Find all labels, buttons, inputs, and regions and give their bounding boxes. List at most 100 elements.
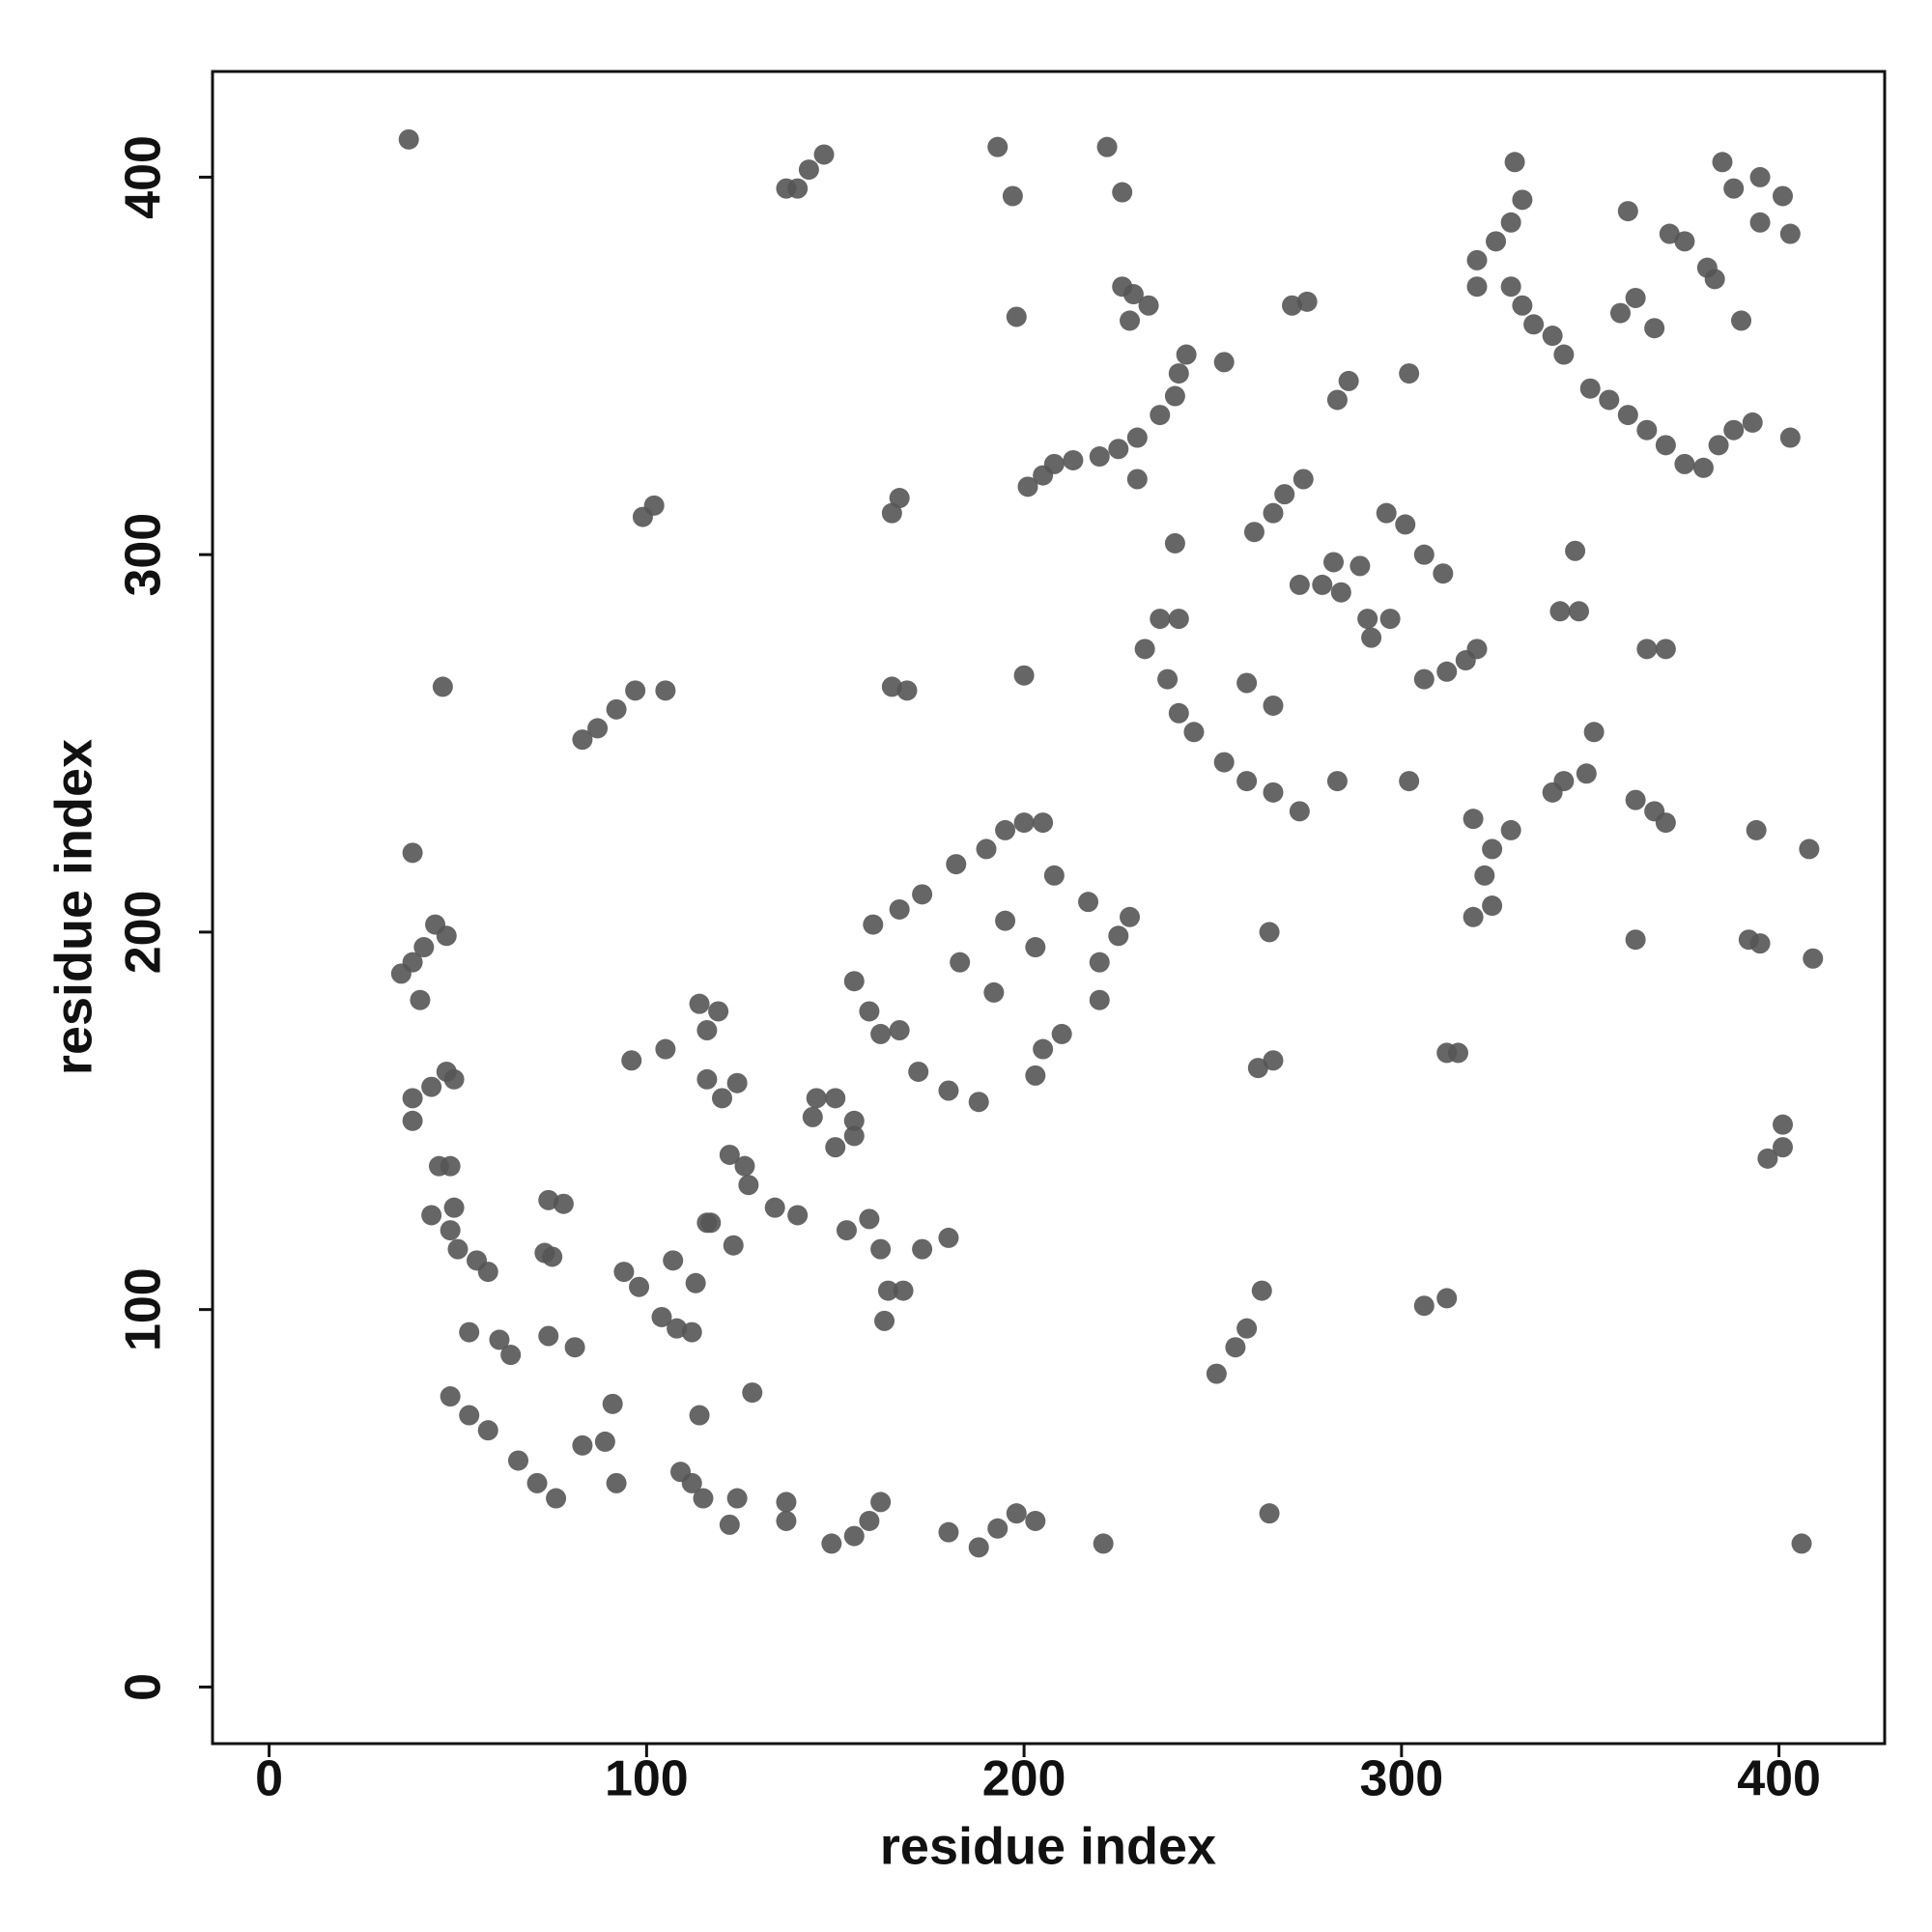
y-tick-label: 200 <box>116 891 172 975</box>
point <box>1463 809 1484 830</box>
point <box>1013 665 1035 686</box>
point <box>1674 453 1695 474</box>
point <box>1712 152 1733 173</box>
point <box>1289 574 1310 595</box>
point <box>681 1321 702 1343</box>
point <box>413 937 435 958</box>
point <box>881 502 902 524</box>
point <box>776 1492 797 1513</box>
point <box>1803 948 1824 969</box>
point <box>1395 514 1416 535</box>
point <box>950 952 971 973</box>
point <box>1565 540 1586 561</box>
point <box>1033 812 1054 834</box>
point <box>587 718 609 739</box>
point <box>825 1088 846 1109</box>
point <box>912 884 933 905</box>
point <box>843 1525 865 1547</box>
point <box>734 1155 755 1177</box>
point <box>1399 771 1420 792</box>
point <box>726 1072 748 1094</box>
point <box>843 971 865 992</box>
point <box>1504 152 1525 173</box>
point <box>1523 314 1545 335</box>
point <box>1482 838 1503 860</box>
point <box>1512 295 1533 316</box>
point <box>1093 1533 1114 1554</box>
point <box>968 1092 989 1113</box>
point <box>443 1068 465 1090</box>
point <box>1617 201 1638 222</box>
point <box>681 1472 702 1493</box>
point <box>398 128 419 150</box>
point <box>1096 136 1118 157</box>
point <box>1772 185 1793 207</box>
point <box>764 1197 785 1218</box>
point <box>843 1110 865 1131</box>
point <box>968 1537 989 1558</box>
point <box>802 1106 823 1127</box>
point <box>1112 182 1133 203</box>
point <box>798 159 819 181</box>
point <box>594 1431 615 1452</box>
point <box>602 1393 623 1414</box>
point <box>1466 639 1488 660</box>
point <box>1376 502 1397 524</box>
point <box>1742 412 1763 433</box>
point <box>625 680 646 701</box>
point <box>1089 952 1110 973</box>
point <box>1274 484 1295 505</box>
point <box>1413 1295 1435 1317</box>
point <box>1282 295 1303 316</box>
point <box>813 144 835 165</box>
point <box>1168 702 1189 724</box>
point <box>825 1137 846 1158</box>
point <box>836 1220 857 1241</box>
point <box>889 898 910 920</box>
point <box>1251 1280 1272 1301</box>
point <box>1436 1288 1458 1309</box>
point <box>553 1193 574 1214</box>
point <box>655 680 676 701</box>
point <box>689 993 710 1014</box>
point <box>542 1246 563 1267</box>
point <box>1553 344 1575 365</box>
point <box>821 1533 842 1554</box>
point <box>629 1276 650 1297</box>
x-tick-label: 200 <box>982 1751 1066 1807</box>
point <box>410 989 431 1010</box>
point <box>1033 1038 1054 1060</box>
point <box>1553 771 1575 792</box>
point <box>1474 865 1495 886</box>
point <box>1164 385 1185 407</box>
point <box>1357 609 1378 630</box>
point <box>726 1488 748 1509</box>
point <box>889 488 910 509</box>
point <box>976 838 997 860</box>
point <box>719 1514 740 1535</box>
point <box>1108 925 1129 947</box>
y-tick-label: 400 <box>116 135 172 219</box>
point <box>572 1435 593 1456</box>
point <box>1259 922 1280 943</box>
point <box>1799 838 1820 860</box>
point <box>606 1472 627 1493</box>
point <box>806 1088 827 1109</box>
point <box>1247 1058 1268 1079</box>
point <box>663 1250 684 1271</box>
point <box>1236 672 1258 694</box>
point <box>459 1405 480 1426</box>
point <box>863 914 884 935</box>
point <box>1126 427 1148 448</box>
point <box>787 178 809 199</box>
point <box>1243 522 1264 543</box>
point <box>1293 469 1314 490</box>
point <box>712 1088 733 1109</box>
point <box>1779 223 1801 244</box>
point <box>700 1212 722 1234</box>
point <box>1413 544 1435 565</box>
point <box>1500 276 1521 298</box>
x-tick-label: 300 <box>1359 1751 1443 1807</box>
point <box>632 506 653 527</box>
